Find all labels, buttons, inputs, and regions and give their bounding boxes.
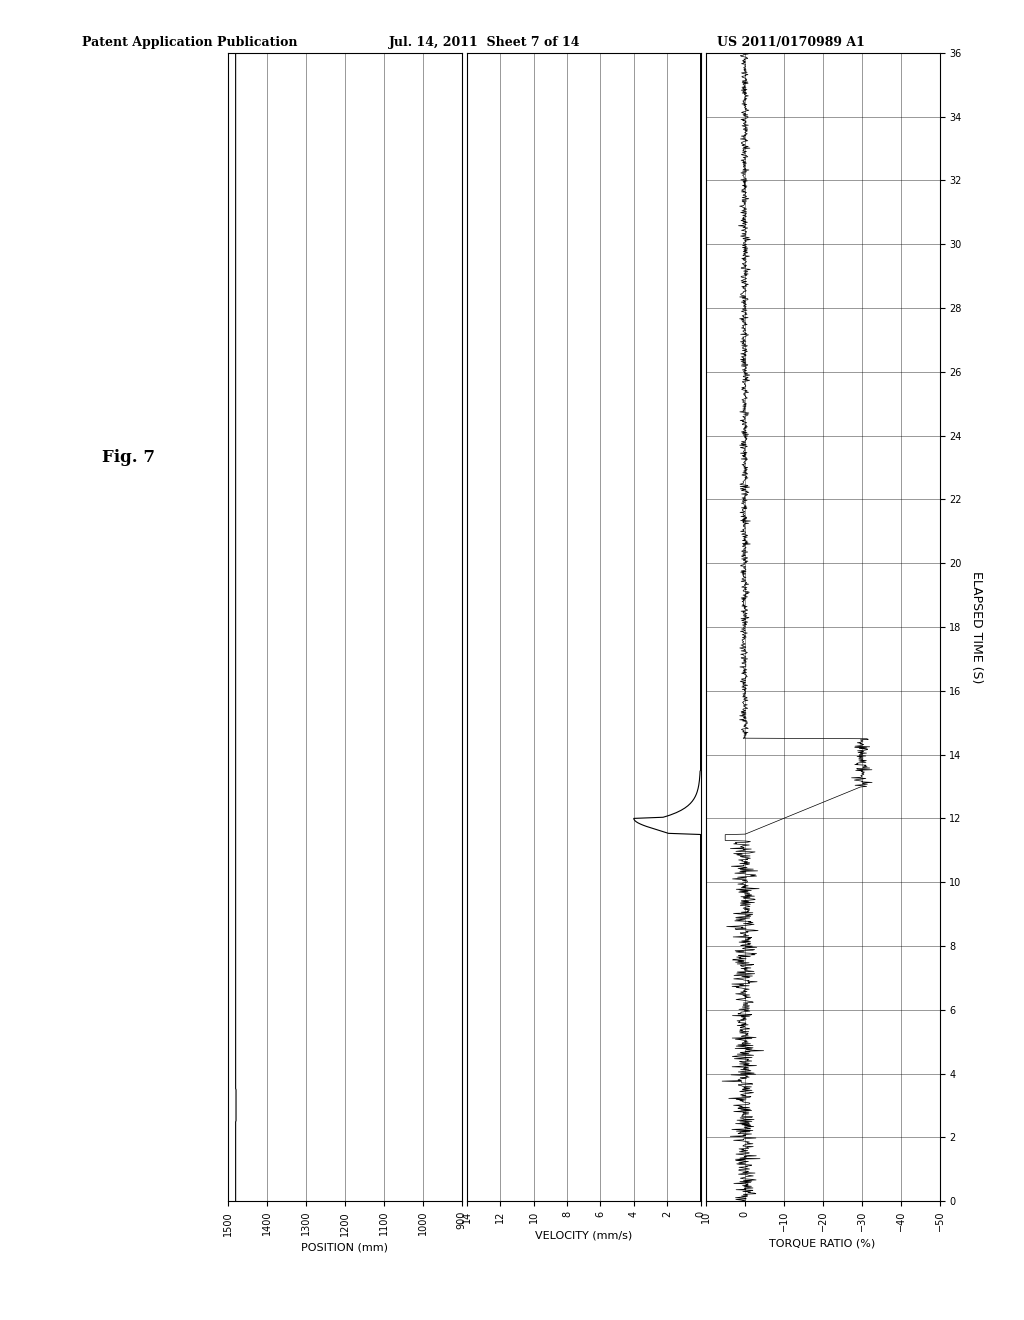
Y-axis label: ELAPSED TIME (S): ELAPSED TIME (S) — [970, 570, 983, 684]
X-axis label: VELOCITY (mm/s): VELOCITY (mm/s) — [536, 1230, 632, 1241]
Text: Patent Application Publication: Patent Application Publication — [82, 36, 297, 49]
Text: Jul. 14, 2011  Sheet 7 of 14: Jul. 14, 2011 Sheet 7 of 14 — [389, 36, 581, 49]
Text: Fig. 7: Fig. 7 — [102, 449, 156, 466]
X-axis label: TORQUE RATIO (%): TORQUE RATIO (%) — [769, 1238, 876, 1249]
Text: US 2011/0170989 A1: US 2011/0170989 A1 — [717, 36, 864, 49]
X-axis label: POSITION (mm): POSITION (mm) — [301, 1242, 388, 1253]
